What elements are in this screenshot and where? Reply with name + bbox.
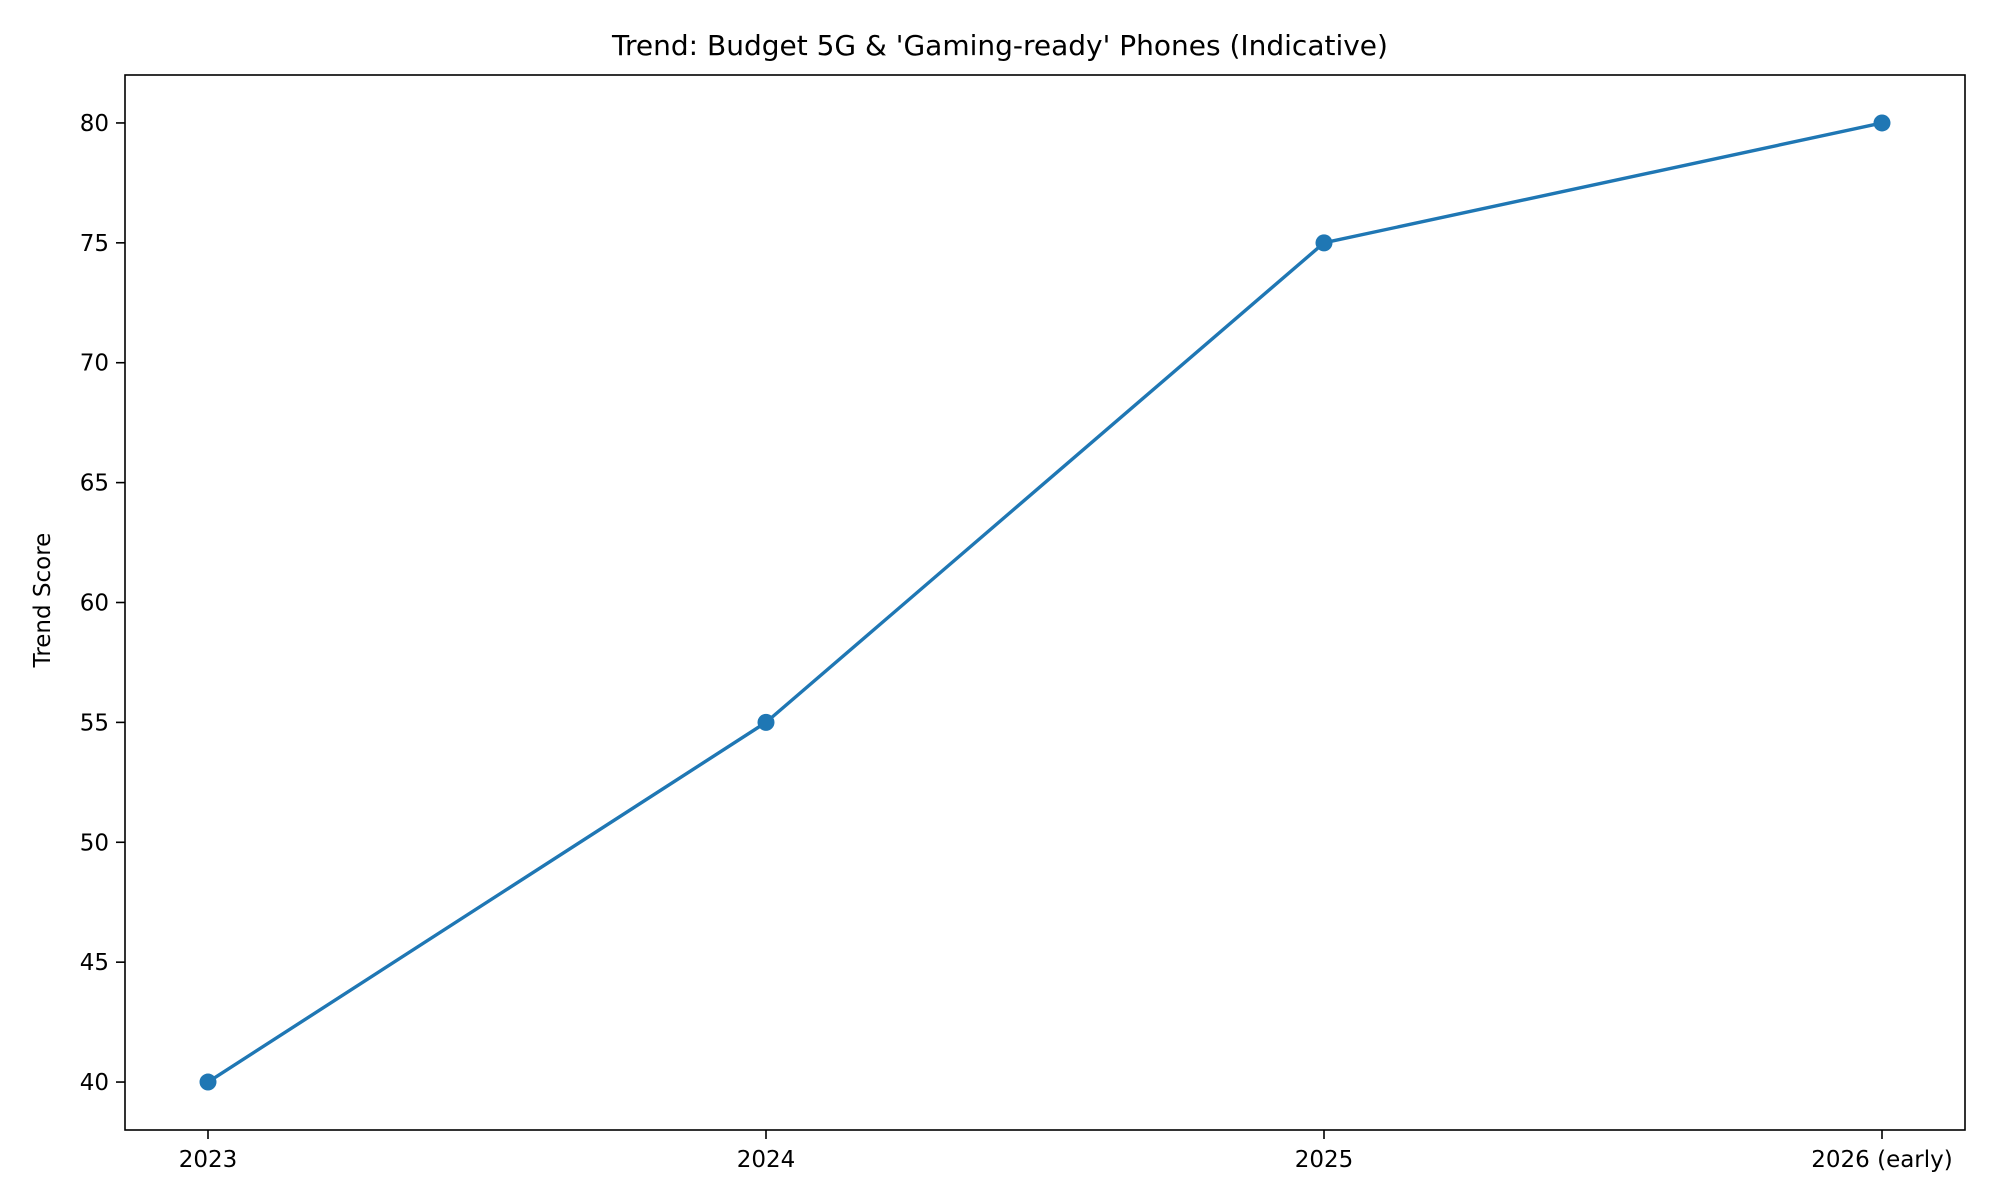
plot-frame	[124, 74, 1966, 1131]
data-point-2026-early-	[1873, 114, 1891, 132]
y-axis-ticks: 40 45 50 55 60 65 70 75 80	[80, 111, 125, 1096]
x-tick-label: 2024	[737, 1147, 796, 1173]
data-point-2023	[199, 1073, 217, 1091]
y-tick-label: 70	[80, 351, 109, 377]
series-layer	[199, 114, 1891, 1091]
x-tick-label: 2025	[1295, 1147, 1354, 1173]
y-tick-label: 40	[80, 1070, 109, 1096]
y-tick-label: 65	[80, 471, 109, 497]
x-axis-ticks: 2023 2024 2025 2026 (early)	[179, 1130, 1953, 1173]
y-tick-label: 45	[80, 950, 109, 976]
data-point-2024	[757, 713, 775, 731]
y-tick-label: 60	[80, 591, 109, 617]
y-tick-label: 75	[80, 231, 109, 257]
chart-title: Trend: Budget 5G & 'Gaming-ready' Phones…	[611, 29, 1388, 62]
x-tick-label: 2026 (early)	[1811, 1147, 1953, 1173]
x-tick-label: 2023	[179, 1147, 238, 1173]
y-tick-label: 50	[80, 830, 109, 856]
y-tick-label: 80	[80, 111, 109, 137]
y-tick-label: 55	[80, 710, 109, 736]
series-line	[207, 121, 1883, 1084]
y-axis-label: Trend Score	[30, 533, 56, 669]
data-point-2025	[1315, 234, 1333, 252]
